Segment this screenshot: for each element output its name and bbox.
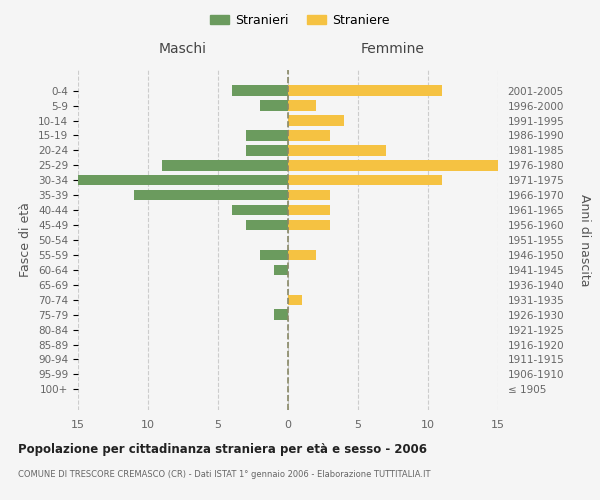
Bar <box>288 86 442 96</box>
Y-axis label: Fasce di età: Fasce di età <box>19 202 32 278</box>
Legend: Stranieri, Straniere: Stranieri, Straniere <box>205 8 395 32</box>
Bar <box>274 310 288 320</box>
Bar <box>288 190 330 200</box>
Bar <box>288 175 442 186</box>
Bar <box>246 145 288 156</box>
Text: COMUNE DI TRESCORE CREMASCO (CR) - Dati ISTAT 1° gennaio 2006 - Elaborazione TUT: COMUNE DI TRESCORE CREMASCO (CR) - Dati … <box>18 470 431 479</box>
Bar <box>288 294 302 305</box>
Bar <box>288 130 330 140</box>
Bar <box>288 116 344 126</box>
Bar <box>232 86 288 96</box>
Bar <box>288 205 330 216</box>
Y-axis label: Anni di nascita: Anni di nascita <box>578 194 592 286</box>
Bar <box>232 205 288 216</box>
Text: Femmine: Femmine <box>361 42 425 56</box>
Bar <box>246 130 288 140</box>
Bar <box>288 100 316 111</box>
Bar <box>288 220 330 230</box>
Bar <box>274 264 288 275</box>
Bar <box>260 100 288 111</box>
Bar <box>260 250 288 260</box>
Bar <box>78 175 288 186</box>
Bar <box>288 250 316 260</box>
Bar <box>288 160 498 170</box>
Bar <box>246 220 288 230</box>
Bar <box>162 160 288 170</box>
Bar <box>134 190 288 200</box>
Text: Popolazione per cittadinanza straniera per età e sesso - 2006: Popolazione per cittadinanza straniera p… <box>18 442 427 456</box>
Bar <box>288 145 386 156</box>
Text: Maschi: Maschi <box>159 42 207 56</box>
